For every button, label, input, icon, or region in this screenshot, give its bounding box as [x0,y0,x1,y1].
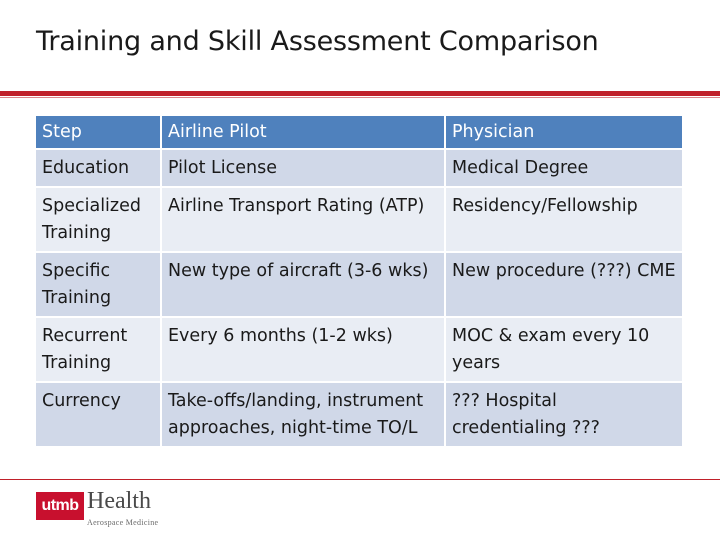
logo-subtitle: Aerospace Medicine [87,518,159,527]
slide-title: Training and Skill Assessment Comparison [36,26,599,57]
logo-health-text: Health [87,488,151,514]
table-row: Education Pilot License Medical Degree [36,150,684,188]
table-row: Specific Training New type of aircraft (… [36,253,684,318]
comparison-table: Step Airline Pilot Physician Education P… [36,116,684,448]
column-header-airline-pilot: Airline Pilot [162,116,446,150]
footer-divider [0,479,720,480]
table-cell-pilot: Take-offs/landing, instrument approaches… [162,383,446,448]
column-header-step: Step [36,116,162,150]
table-cell-step: Education [36,150,162,188]
table-cell-physician: New procedure (???) CME [446,253,684,318]
table-row: Recurrent Training Every 6 months (1-2 w… [36,318,684,383]
table-cell-step: Specialized Training [36,188,162,253]
table-row: Currency Take-offs/landing, instrument a… [36,383,684,448]
table-cell-pilot: Airline Transport Rating (ATP) [162,188,446,253]
table-cell-physician: MOC & exam every 10 years [446,318,684,383]
title-divider-thin [0,97,720,98]
table-cell-step: Specific Training [36,253,162,318]
table-header-row: Step Airline Pilot Physician [36,116,684,150]
title-divider [0,91,720,96]
column-header-physician: Physician [446,116,684,150]
utmb-logo-mark: utmb [36,492,84,520]
table-cell-pilot: Every 6 months (1-2 wks) [162,318,446,383]
table-cell-step: Recurrent Training [36,318,162,383]
table-cell-step: Currency [36,383,162,448]
table-cell-pilot: Pilot License [162,150,446,188]
table-cell-physician: ??? Hospital credentialing ??? [446,383,684,448]
table-row: Specialized Training Airline Transport R… [36,188,684,253]
table-cell-physician: Residency/Fellowship [446,188,684,253]
table-cell-physician: Medical Degree [446,150,684,188]
table-cell-pilot: New type of aircraft (3-6 wks) [162,253,446,318]
